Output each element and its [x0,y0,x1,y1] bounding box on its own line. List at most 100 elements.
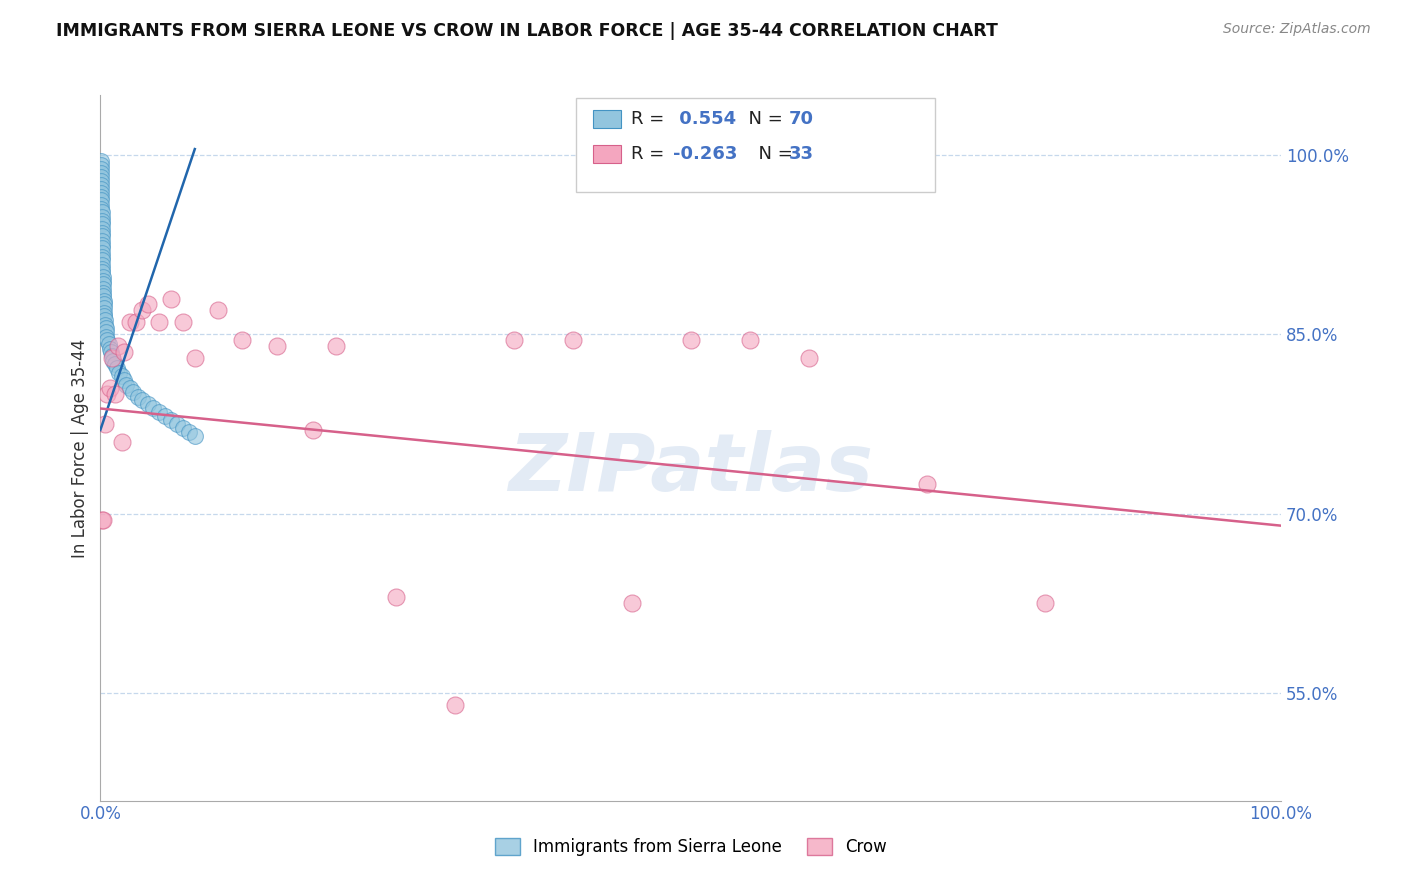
Point [112,345,135,359]
Point [90,169,112,184]
Point [325,339,347,353]
Point [90,214,112,228]
Point [172,420,194,434]
Point [96,325,118,339]
Point [96,330,118,344]
Point [91,289,114,303]
Point [166,417,188,431]
Point [90,229,112,244]
Point [90,218,112,232]
Point [90,178,112,192]
Text: R =: R = [631,145,671,163]
Point [115,377,138,392]
Point [96,334,118,348]
Point [184,429,207,443]
Text: 33: 33 [789,145,814,163]
Text: 0.554: 0.554 [673,110,737,128]
Point [620,596,643,610]
Point [184,351,207,366]
Point [91,277,114,292]
Point [561,334,583,348]
Point [127,390,149,404]
Point [90,222,112,236]
Point [105,360,128,375]
Point [160,292,183,306]
Point [90,234,112,248]
Point [90,162,112,177]
Point [384,591,406,605]
Point [93,306,115,320]
Point [110,434,132,449]
Point [93,301,115,315]
Point [797,351,820,366]
Point [90,166,112,180]
Point [112,373,135,387]
Point [136,397,159,411]
Point [125,315,148,329]
Point [101,351,124,366]
Text: N =: N = [747,145,799,163]
Point [103,387,125,401]
Point [103,353,125,368]
Point [94,313,117,327]
Point [142,401,165,416]
Point [207,303,229,318]
Point [93,297,115,311]
Point [90,202,112,216]
Text: ZIPatlas: ZIPatlas [508,430,873,508]
Point [107,339,129,353]
Point [93,310,115,324]
Point [90,241,112,255]
Point [91,285,114,300]
Point [90,226,112,240]
Point [96,387,118,401]
Text: N =: N = [737,110,789,128]
Point [97,337,120,351]
Point [266,339,288,353]
Point [122,384,145,399]
Point [136,297,159,311]
Point [90,190,112,204]
Point [90,186,112,201]
Point [90,194,112,208]
Point [91,258,114,272]
Point [91,270,114,285]
Point [94,417,117,431]
Point [155,409,177,423]
Point [91,261,114,276]
Point [148,405,170,419]
Y-axis label: In Labor Force | Age 35-44: In Labor Force | Age 35-44 [72,338,89,558]
Point [90,154,112,169]
Point [502,334,524,348]
Point [679,334,702,348]
Point [110,369,132,384]
Point [90,174,112,188]
Point [91,250,114,264]
Point [103,357,125,371]
Point [91,513,114,527]
Point [90,158,112,172]
Point [98,381,121,395]
Point [91,282,114,296]
Point [172,315,194,329]
Point [90,181,112,195]
Point [738,334,761,348]
Point [915,476,938,491]
Point [443,698,465,712]
Text: R =: R = [631,110,671,128]
Point [91,265,114,279]
Point [91,274,114,288]
Point [93,293,115,308]
Point [100,345,122,359]
Point [118,381,141,395]
Point [131,303,153,318]
Point [131,393,153,408]
Point [160,413,183,427]
Point [231,334,253,348]
Text: 70: 70 [789,110,814,128]
Point [90,513,112,527]
Point [98,342,121,356]
Point [90,198,112,212]
Point [91,246,114,260]
Point [108,366,131,380]
